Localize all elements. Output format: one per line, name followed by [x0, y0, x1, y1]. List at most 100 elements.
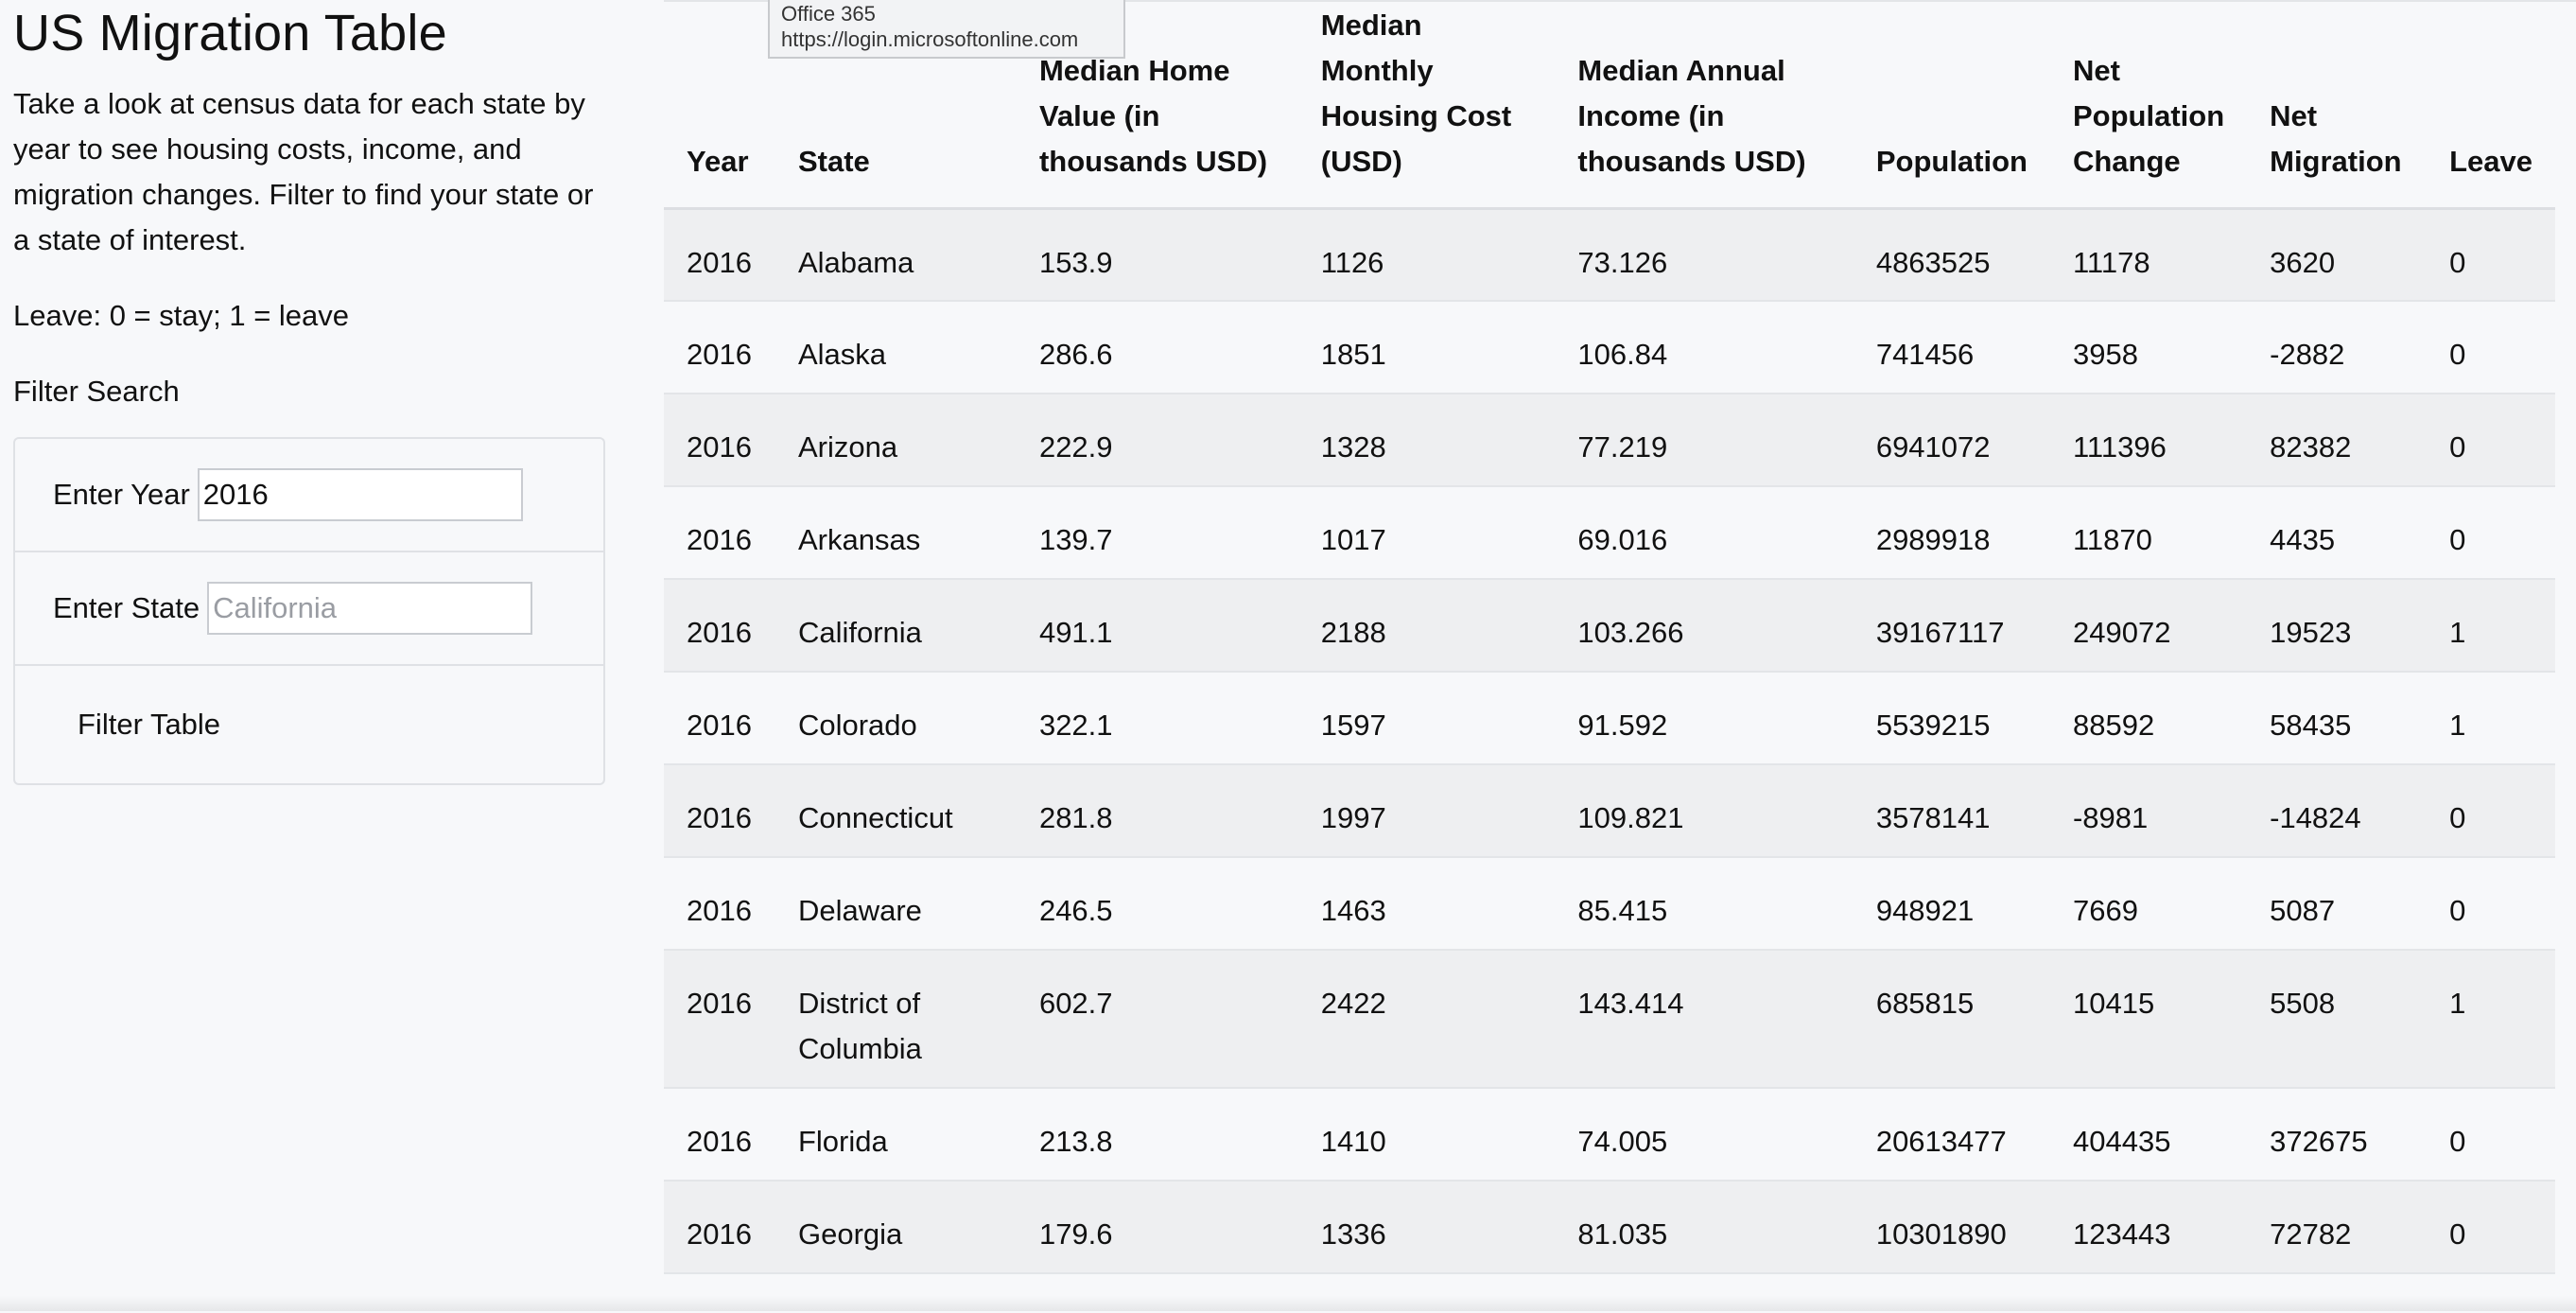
table-cell: 2016 [664, 764, 775, 858]
table-cell: 213.8 [1016, 1088, 1298, 1182]
tooltip-title: Office 365 [781, 2, 876, 26]
table-cell: 0 [2427, 764, 2555, 858]
table-cell: -2882 [2247, 301, 2428, 394]
year-input[interactable] [197, 468, 523, 521]
table-cell: 179.6 [1016, 1181, 1298, 1274]
table-cell: Colorado [775, 672, 1017, 765]
table-row: 2016 California 491.1 2188 103.266 39167117 24… [664, 579, 2555, 673]
table-cell: 5508 [2247, 950, 2428, 1089]
column-header: Net Migration [2247, 2, 2428, 210]
table-cell: 69.016 [1555, 486, 1854, 580]
table-cell: Arkansas [775, 486, 1017, 580]
table-row: 2016 Alaska 286.6 1851 106.84 741456 3958 -2882… [664, 301, 2555, 394]
tooltip-url: https://login.microsoftonline.com [781, 27, 1079, 51]
table-cell: 2016 [664, 301, 775, 394]
table-cell: 2016 [664, 857, 775, 951]
filter-button-row: Filter Table [15, 666, 603, 783]
header-row: Year State Median Home Value (in thousands… [664, 2, 2555, 210]
table-row: 2016 Georgia 179.6 1336 81.035 10301890 123443… [664, 1181, 2555, 1274]
table-cell: 111396 [2049, 394, 2248, 487]
table-cell: 123443 [2049, 1181, 2248, 1274]
table-cell: 103.266 [1555, 579, 1854, 673]
state-filter-row: Enter State [15, 552, 603, 666]
table-cell: 143.414 [1555, 950, 1854, 1089]
table-cell: 3578141 [1853, 764, 2050, 858]
table-cell: 0 [2427, 394, 2555, 487]
table-cell: 6941072 [1853, 394, 2050, 487]
table-cell: 39167117 [1853, 579, 2050, 673]
table-cell: -8981 [2049, 764, 2248, 858]
table-cell: Georgia [775, 1181, 1017, 1274]
table-cell: -14824 [2247, 764, 2428, 858]
table-cell: 3958 [2049, 301, 2248, 394]
table-cell: 1410 [1297, 1088, 1556, 1182]
table-cell: 491.1 [1016, 579, 1298, 673]
table-cell: 1597 [1297, 672, 1556, 765]
table-row: 2016 Arizona 222.9 1328 77.219 6941072 111396 8… [664, 394, 2555, 487]
table-cell: 2016 [664, 579, 775, 673]
table-cell: 0 [2427, 857, 2555, 951]
table-cell: 153.9 [1016, 208, 1298, 302]
table-cell: 1997 [1297, 764, 1556, 858]
table-cell: 602.7 [1016, 950, 1298, 1089]
intro-text: Take a look at census data for each stat… [13, 87, 594, 256]
column-header: Population [1853, 2, 2050, 210]
table-cell: 73.126 [1555, 208, 1854, 302]
table-cell: 685815 [1853, 950, 2050, 1089]
table-cell: Delaware [775, 857, 1017, 951]
table-cell: 4435 [2247, 486, 2428, 580]
table-cell: 109.821 [1555, 764, 1854, 858]
table-cell: 249072 [2049, 579, 2248, 673]
table-cell: 2422 [1297, 950, 1556, 1089]
table-cell: 19523 [2247, 579, 2428, 673]
table-row: 2016 Delaware 246.5 1463 85.415 948921 7669 508… [664, 857, 2555, 951]
table-cell: 1463 [1297, 857, 1556, 951]
table-cell: 1 [2427, 579, 2555, 673]
table-cell: District of Columbia [775, 950, 1017, 1089]
table-cell: California [775, 579, 1017, 673]
table-cell: 11870 [2049, 486, 2248, 580]
table-cell: 0 [2427, 1088, 2555, 1182]
table-cell: 1126 [1297, 208, 1556, 302]
state-label: Enter State [53, 591, 200, 624]
table-cell: 2016 [664, 486, 775, 580]
column-header: Median Annual Income (in thousands USD) [1555, 2, 1854, 210]
table-cell: 91.592 [1555, 672, 1854, 765]
table-cell: 11178 [2049, 208, 2248, 302]
table-cell: Florida [775, 1088, 1017, 1182]
year-label: Enter Year [53, 478, 190, 511]
migration-table: Year State Median Home Value (in thousands… [664, 2, 2555, 1274]
table-cell: 404435 [2049, 1088, 2248, 1182]
table-cell: 1851 [1297, 301, 1556, 394]
table-cell: 0 [2427, 208, 2555, 302]
table-cell: 88592 [2049, 672, 2248, 765]
table-cell: 58435 [2247, 672, 2428, 765]
table-cell: 77.219 [1555, 394, 1854, 487]
table-cell: 0 [2427, 486, 2555, 580]
table-cell: 2016 [664, 1088, 775, 1182]
bottom-edge [0, 1296, 2576, 1311]
table-cell: 4863525 [1853, 208, 2050, 302]
table-cell: 106.84 [1555, 301, 1854, 394]
table-row: 2016 Arkansas 139.7 1017 69.016 2989918 11870 4… [664, 486, 2555, 580]
table-cell: 1 [2427, 950, 2555, 1089]
table-row: 2016 District of Columbia 602.7 2422 143.414… [664, 950, 2555, 1089]
table-row: 2016 Connecticut 281.8 1997 109.821 3578141 -8… [664, 764, 2555, 858]
table-cell: 222.9 [1016, 394, 1298, 487]
table-container[interactable]: Year State Median Home Value (in thousands… [664, 0, 2576, 1313]
table-cell: 74.005 [1555, 1088, 1854, 1182]
table-cell: 281.8 [1016, 764, 1298, 858]
table-cell: 741456 [1853, 301, 2050, 394]
table-cell: 286.6 [1016, 301, 1298, 394]
table-cell: 2016 [664, 1181, 775, 1274]
table-cell: 0 [2427, 1181, 2555, 1274]
column-header: Net Population Change [2049, 2, 2248, 210]
column-header: Median Monthly Housing Cost (USD) [1297, 2, 1556, 210]
filter-table-button[interactable]: Filter Table [53, 708, 220, 742]
sidebar: US Migration Table Take a look at census… [13, 0, 607, 785]
table-cell: 1328 [1297, 394, 1556, 487]
table-row: 2016 Florida 213.8 1410 74.005 20613477 404435… [664, 1088, 2555, 1182]
state-input[interactable] [207, 582, 533, 635]
table-cell: Alaska [775, 301, 1017, 394]
table-cell: 10301890 [1853, 1181, 2050, 1274]
